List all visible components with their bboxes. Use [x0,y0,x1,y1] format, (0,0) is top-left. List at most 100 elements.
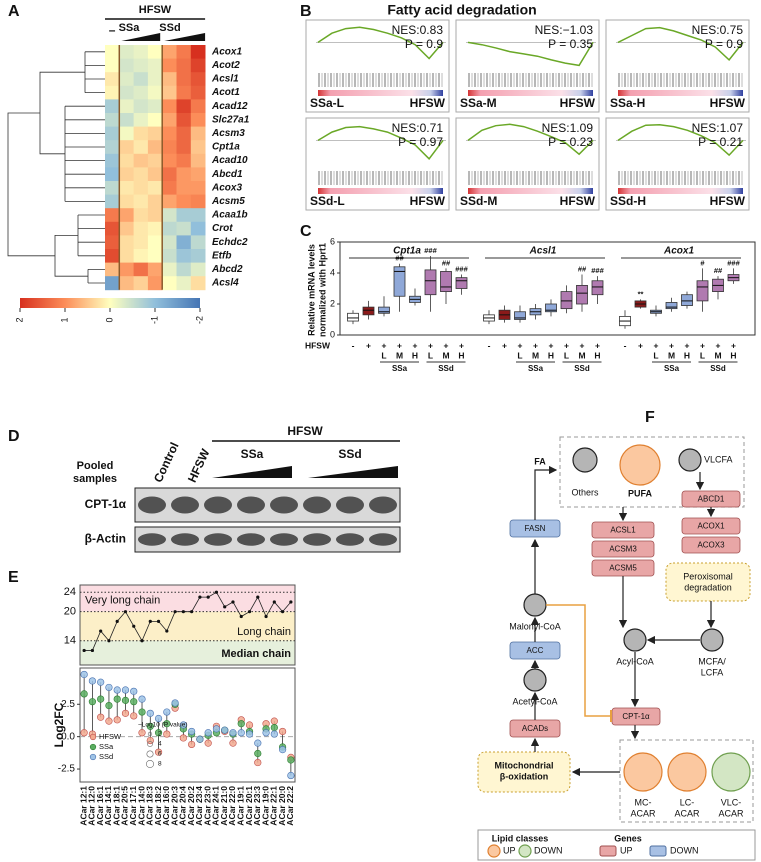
heatmap-cell [176,167,192,182]
data-point [270,717,278,725]
y-axis-label: Log2FC [52,702,66,747]
gene-label: Acot1 [211,87,240,98]
gene-hits [318,73,443,87]
ref-label: HFSW [560,194,596,208]
lane-label: HFSW [185,446,213,485]
box [440,271,452,293]
gene-label: Echdc2 [212,237,248,248]
band-label: Very long chain [85,594,160,606]
text-label: Others [571,487,599,497]
metabolite [619,444,661,486]
data-point [163,730,171,738]
chain-line [84,591,292,651]
heatmap-cell [190,208,206,223]
data-point [278,746,287,754]
size-label: 8 [158,761,162,768]
gene-title: Acsl1 [529,246,557,257]
gene-label: ACOX1 [697,522,725,531]
band [204,533,232,546]
heatmap-cell [119,276,134,291]
heatmap-cell [176,113,192,127]
chain-point [231,600,235,604]
data-point [287,771,295,780]
heatmap-cell [176,194,192,209]
band [138,533,166,546]
significance: ### [424,246,437,255]
band [171,533,199,546]
box [545,303,557,313]
heatmap-cell [147,45,163,59]
significance: ### [727,258,740,267]
p-value: P = 0.9 [705,37,743,51]
heatmap-cell [190,181,206,195]
group-label: SSd [438,364,454,373]
x-tick-label: ACar 20:5 [120,786,130,826]
heatmap-cell [147,113,163,127]
data-point [179,721,187,729]
text-label: Mitochondrial [495,760,554,770]
data-point [130,712,138,720]
data-point [80,670,88,679]
chain-point [123,610,128,614]
es-curve [317,125,444,160]
lane-label: Control [151,440,182,485]
heatmap-cell [190,262,206,277]
size-legend-title: −Log10 (P value) [138,722,188,729]
gsea-frame [455,117,600,211]
gene-label: Abcd1 [211,169,243,180]
nes: NES:−1.03 [535,23,594,37]
gene-label: Acot2 [211,60,240,71]
data-point [105,701,113,710]
x-tick-label: ACar 23:3 [252,786,262,826]
gene-label: ACADs [522,724,548,733]
dendrogram [39,71,85,155]
x-tick-label: ACar 16:0 [161,786,171,826]
x-tick-label: ACar 20:2 [186,786,196,826]
metabolite [711,752,751,792]
process-box [477,751,571,793]
group-label: SSd [159,22,180,34]
data-point [146,709,154,717]
heatmap-cell [162,85,177,100]
x-tick-label: ACar 14:0 [136,786,146,826]
box [424,269,437,296]
gene-hits [468,73,593,87]
data-point [254,749,262,758]
heatmap-cell [119,58,134,73]
dose-label: L [517,350,522,360]
heatmap-cell [176,208,192,223]
gene-label: Cpt1a [212,142,240,153]
text-label: Peroxisomal [683,571,733,581]
heatmap-cell [162,113,177,127]
heatmap-cell [147,208,163,223]
panel-label: F [645,409,655,426]
group-label: SSa [664,364,680,373]
gene-box [591,521,655,539]
chain-point [115,619,119,623]
metabolite [523,593,547,617]
gene-label: Acaa1b [211,210,248,221]
group-label: SSa [528,364,544,373]
box [378,306,390,314]
data-point [121,686,130,694]
group-label: SSa [119,22,141,34]
significance: # [700,258,705,267]
colorbar-label: 1 [59,317,69,322]
dose-wedge [121,33,161,41]
data-point [154,714,163,723]
heatmap-cell [105,276,120,291]
group-label: SSa-M [460,96,497,110]
heatmap-cell [190,235,206,250]
box [362,306,375,316]
chain-band [80,640,295,665]
heatmap-cell [105,153,120,168]
size-swatch [147,731,153,737]
nes: NES:0.75 [692,23,744,37]
group-label: SSd-M [460,194,497,208]
data-point [80,729,88,737]
chain-point [223,605,227,609]
control-label: – [109,23,116,37]
text-label: ACAR [630,808,656,818]
text-label: UP [620,845,633,855]
